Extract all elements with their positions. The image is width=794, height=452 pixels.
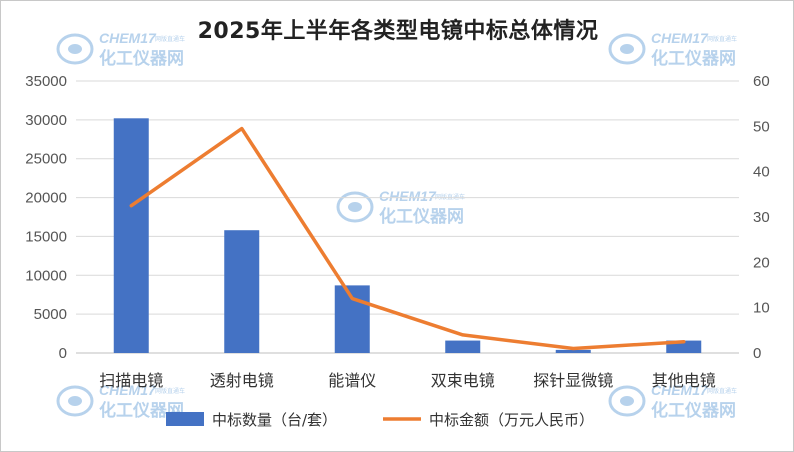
bar: [113, 118, 149, 353]
y-right-tick-label: 60: [753, 73, 770, 90]
legend-line-label: 中标金额（万元人民币）: [429, 411, 594, 429]
watermark-sub: 网版直通车: [155, 387, 185, 395]
bar: [445, 340, 481, 353]
watermark-sub: 网版直通车: [435, 193, 465, 201]
watermark-latin: CHEM17: [99, 382, 157, 398]
x-category-label: 其他电镜: [652, 371, 716, 390]
watermark-latin: CHEM17: [379, 188, 437, 204]
watermark-sub: 网版直通车: [155, 35, 185, 43]
y-right-tick-label: 20: [753, 254, 770, 271]
x-category-label: 探针显微镜: [533, 371, 613, 390]
y-left-tick-label: 0: [59, 345, 67, 362]
y-left-tick-label: 10000: [25, 267, 67, 284]
watermark-logo-icon: [56, 385, 94, 417]
bar: [555, 349, 591, 353]
y-left-tick-label: 25000: [25, 151, 67, 168]
y-left-tick-label: 5000: [34, 306, 67, 323]
y-right-tick-label: 30: [753, 209, 770, 226]
watermark-logo-icon: [56, 33, 94, 65]
axes: 0 5000 10000 15000 20000 25000 30000 35000 0 10 20…: [25, 73, 769, 390]
y-right-tick-label: 50: [753, 118, 770, 135]
watermark-cn: 化工仪器网: [379, 206, 464, 227]
y-left-tick-label: 30000: [25, 112, 67, 129]
y-left-tick-label: 15000: [25, 228, 67, 245]
watermark-sub: 网版直通车: [707, 387, 737, 395]
watermark-cn: 化工仪器网: [651, 400, 736, 421]
y-right-tick-label: 10: [753, 300, 770, 317]
bar-series: [113, 118, 702, 353]
bar: [224, 230, 260, 353]
legend-bar-swatch: [166, 412, 204, 426]
x-category-label: 扫描电镜: [99, 371, 163, 390]
watermark-logo-core-icon: [620, 44, 634, 54]
watermark-cn: 化工仪器网: [99, 48, 184, 69]
x-category-label: 透射电镜: [210, 371, 274, 390]
legend-bar-label: 中标数量（台/套）: [212, 411, 337, 429]
watermark-logo-icon: [336, 191, 374, 223]
watermark-cn: 化工仪器网: [651, 48, 736, 69]
watermark-sub: 网版直通车: [707, 35, 737, 43]
y-left-tick-label: 35000: [25, 73, 67, 90]
gridlines: [76, 80, 739, 354]
watermark-logo-core-icon: [348, 202, 362, 212]
line-series: [129, 126, 686, 351]
watermark-logo-core-icon: [620, 396, 634, 406]
watermark-logo-icon: [608, 385, 646, 417]
watermark-latin: CHEM17: [651, 30, 709, 46]
chart-title: 2025年上半年各类型电镜中标总体情况: [197, 19, 599, 44]
y-right-tick-label: 0: [753, 345, 761, 362]
watermark-logo-core-icon: [68, 44, 82, 54]
x-category-label: 双束电镜: [431, 371, 495, 390]
watermark-logo-icon: [608, 33, 646, 65]
watermark-latin: CHEM17: [99, 30, 157, 46]
watermark-cn: 化工仪器网: [99, 400, 184, 421]
y-right-tick-label: 40: [753, 164, 770, 181]
x-category-label: 能谱仪: [328, 371, 376, 390]
watermark-latin: CHEM17: [651, 382, 709, 398]
watermark-logo-core-icon: [68, 396, 82, 406]
series-line: [129, 126, 686, 351]
y-left-tick-label: 20000: [25, 190, 67, 207]
legend: 中标数量（台/套） 中标金额（万元人民币）: [166, 411, 594, 429]
